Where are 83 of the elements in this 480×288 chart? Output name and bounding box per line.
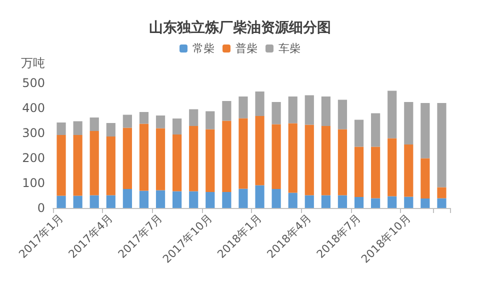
bar xyxy=(321,96,330,126)
bar xyxy=(371,198,380,208)
bar xyxy=(106,123,116,136)
bar xyxy=(189,126,198,192)
bar xyxy=(156,116,166,128)
bar xyxy=(90,118,99,131)
bar xyxy=(172,118,182,134)
legend-label: 普柴 xyxy=(236,42,258,55)
bar xyxy=(238,96,248,118)
bar xyxy=(206,192,215,208)
bar xyxy=(90,131,99,196)
bar xyxy=(222,192,232,208)
y-tick-label: 100 xyxy=(22,176,45,190)
bar xyxy=(139,190,149,208)
bar xyxy=(156,190,166,208)
y-tick-label: 0 xyxy=(37,201,45,215)
bar xyxy=(404,102,414,144)
bar xyxy=(404,196,414,208)
bar xyxy=(354,197,364,208)
bar xyxy=(172,134,182,192)
bar xyxy=(388,90,397,138)
bar xyxy=(222,101,232,121)
bar xyxy=(122,128,132,189)
y-tick-label: 400 xyxy=(22,101,45,115)
bar xyxy=(206,111,215,130)
bar xyxy=(321,126,330,196)
bar xyxy=(122,114,132,128)
bar xyxy=(338,100,348,130)
bar xyxy=(420,158,430,198)
chart-title: 山东独立炼厂柴油资源细分图 xyxy=(149,19,331,36)
bar xyxy=(73,121,82,135)
bar xyxy=(304,95,314,125)
bar xyxy=(272,189,281,208)
bar xyxy=(437,103,446,188)
bar xyxy=(437,187,446,198)
y-tick-label: 500 xyxy=(22,76,45,90)
bar xyxy=(189,191,198,208)
y-tick-label: 300 xyxy=(22,126,45,140)
bar xyxy=(371,113,380,147)
bar xyxy=(338,195,348,208)
bar xyxy=(238,118,248,189)
bar xyxy=(388,196,397,208)
bar xyxy=(304,124,314,196)
y-tick-label: 200 xyxy=(22,151,45,165)
bar xyxy=(56,122,66,135)
bar xyxy=(354,120,364,147)
bar xyxy=(139,112,149,124)
bar xyxy=(255,116,264,186)
bar xyxy=(288,192,298,208)
legend-label: 车柴 xyxy=(278,42,300,55)
bar xyxy=(189,109,198,126)
legend-label: 常柴 xyxy=(192,42,214,55)
bar xyxy=(122,189,132,208)
bar xyxy=(437,198,446,208)
bar xyxy=(73,196,82,208)
bar xyxy=(272,102,281,124)
bar xyxy=(56,135,66,196)
bar xyxy=(255,185,264,208)
bar xyxy=(420,198,430,208)
bar xyxy=(238,188,248,208)
bar xyxy=(206,129,215,192)
bar xyxy=(106,136,116,196)
bar xyxy=(56,196,66,208)
bar xyxy=(255,92,264,116)
bar xyxy=(354,146,364,197)
bar xyxy=(420,103,430,158)
bar xyxy=(371,146,380,198)
bar xyxy=(139,124,149,191)
bar xyxy=(172,191,182,208)
bar xyxy=(338,129,348,196)
bar xyxy=(388,138,397,196)
bar xyxy=(404,144,414,197)
bar xyxy=(304,195,314,208)
bar xyxy=(288,123,298,193)
bar xyxy=(272,124,281,189)
bar xyxy=(156,128,166,190)
bar xyxy=(106,195,116,208)
bar xyxy=(73,135,82,196)
bar xyxy=(321,195,330,208)
y-axis-title: 万吨 xyxy=(21,56,45,70)
bar xyxy=(288,96,298,124)
bar xyxy=(90,195,99,208)
bar xyxy=(222,120,232,192)
